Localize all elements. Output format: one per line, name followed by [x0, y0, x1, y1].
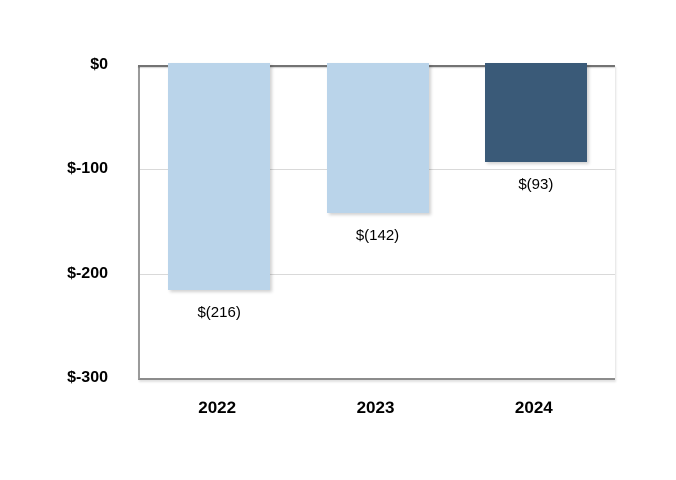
x-tick-label-2023: 2023: [356, 398, 395, 417]
data-label-2023: $(142): [355, 227, 400, 245]
y-tick-label-0: $0: [90, 56, 108, 73]
data-label-2022: $(216): [197, 304, 241, 322]
y-tick-label--200: $-200: [67, 264, 108, 282]
x-tick-label-2024: 2024: [514, 398, 553, 417]
plot-area: $(216) $(142) $(93): [138, 63, 615, 380]
bar-2022: [168, 63, 271, 291]
x-tick-label-2022: 2022: [198, 398, 237, 417]
gridline--200: [140, 273, 615, 275]
data-label-2024: $(93): [518, 176, 554, 194]
y-tick-label--100: $-100: [67, 160, 108, 178]
bar-2024: [484, 63, 587, 163]
bar-2023: [326, 63, 429, 214]
y-tick-label--300: $-300: [67, 369, 108, 386]
